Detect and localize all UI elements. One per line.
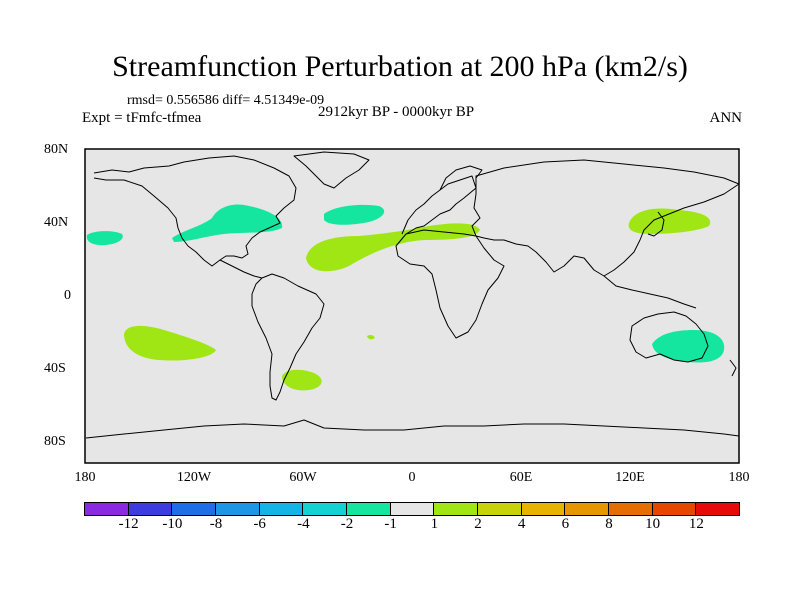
anomaly-japan xyxy=(628,208,711,234)
period-label: 2912kyr BP - 0000kyr BP xyxy=(318,104,475,120)
lon-label-180w: 180 xyxy=(74,470,96,485)
coastlines xyxy=(85,151,740,439)
legend-swatch xyxy=(651,502,697,516)
color-legend xyxy=(84,502,741,516)
coast-north-america xyxy=(93,155,297,267)
anomaly-north-atlantic xyxy=(324,204,385,225)
plot-title: Streamfunction Perturbation at 200 hPa (… xyxy=(112,50,688,83)
lon-label-0: 0 xyxy=(408,470,416,485)
legend-swatch xyxy=(433,502,479,516)
legend-label: -12 xyxy=(118,516,139,532)
season-label: ANN xyxy=(709,110,743,126)
legend-swatch xyxy=(346,502,391,516)
lon-label-60e: 60E xyxy=(509,470,533,485)
map-frame xyxy=(84,148,740,464)
anomaly-north-america xyxy=(172,204,283,242)
legend-swatch xyxy=(302,502,348,516)
legend-swatch xyxy=(171,502,217,516)
legend-label: -6 xyxy=(253,516,266,532)
stats-label: rmsd= 0.556586 diff= 4.51349e-09 xyxy=(127,93,325,108)
coast-new-zealand xyxy=(729,359,737,377)
coast-greenland xyxy=(293,151,370,189)
lat-label-80s: 80S xyxy=(44,434,66,449)
legend-swatch xyxy=(258,502,304,516)
coast-antarctica xyxy=(85,419,740,439)
legend-label: 12 xyxy=(688,516,704,532)
lat-label-40n: 40N xyxy=(44,215,69,230)
anomaly-south-america xyxy=(282,369,322,391)
experiment-label: Expt = tFmfc-tfmea xyxy=(82,110,202,126)
lon-label-180e: 180 xyxy=(728,470,750,485)
coast-europe xyxy=(401,175,477,235)
legend-swatch xyxy=(520,502,566,516)
legend-label: -1 xyxy=(384,516,397,532)
anomaly-atlantic-mediterranean xyxy=(306,223,480,272)
coast-south-america xyxy=(251,273,325,401)
legend-label: 4 xyxy=(517,516,526,532)
legend-label: 6 xyxy=(561,516,570,532)
coast-japan xyxy=(647,211,665,237)
anomaly-fills xyxy=(86,204,725,391)
legend-swatch xyxy=(215,502,260,516)
anomaly-south-atlantic xyxy=(367,334,375,340)
lon-label-60w: 60W xyxy=(289,470,317,485)
legend-swatch xyxy=(695,502,741,516)
legend-label: 8 xyxy=(605,516,613,532)
coast-southeast-asia xyxy=(603,275,697,309)
coast-central-america xyxy=(219,259,263,279)
coast-australia xyxy=(629,311,709,363)
legend-swatch xyxy=(608,502,653,516)
coast-africa xyxy=(395,229,505,339)
legend-swatch xyxy=(477,502,522,516)
lat-label-80n: 80N xyxy=(44,142,69,157)
anomaly-south-pacific xyxy=(124,325,216,361)
anomaly-australia xyxy=(652,330,725,363)
legend-swatch xyxy=(127,502,173,516)
legend-label: -8 xyxy=(209,516,223,532)
legend-label: -2 xyxy=(340,516,354,532)
legend-swatch xyxy=(564,502,610,516)
legend-label: 2 xyxy=(474,516,482,532)
legend-label: -4 xyxy=(297,516,310,532)
legend-swatch xyxy=(84,502,129,516)
lat-label-40s: 40S xyxy=(44,361,66,376)
legend-label: -10 xyxy=(162,516,183,532)
coast-asia xyxy=(471,159,740,277)
map-plot xyxy=(84,148,740,464)
legend-label: 1 xyxy=(430,516,439,532)
lon-label-120e: 120E xyxy=(615,470,645,485)
coast-scandinavia xyxy=(439,165,483,191)
anomaly-north-pacific xyxy=(86,231,123,246)
lat-label-0: 0 xyxy=(64,288,71,303)
legend-label: 10 xyxy=(645,516,661,532)
legend-swatch xyxy=(389,502,435,516)
lon-label-120w: 120W xyxy=(176,470,212,485)
